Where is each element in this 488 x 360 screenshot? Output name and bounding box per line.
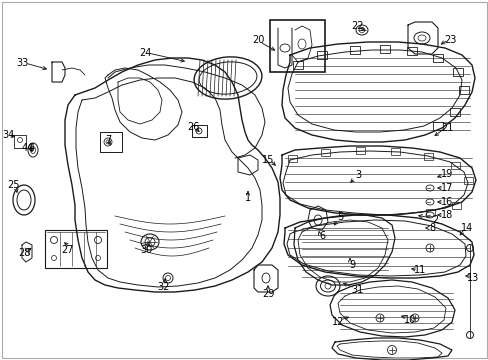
Text: 32: 32 xyxy=(157,282,169,292)
Text: 5: 5 xyxy=(336,212,343,222)
Bar xyxy=(320,149,329,156)
Text: 21: 21 xyxy=(440,123,452,133)
Text: 3: 3 xyxy=(354,170,360,180)
Bar xyxy=(192,125,206,137)
Text: 14: 14 xyxy=(460,223,472,233)
Text: 34: 34 xyxy=(2,130,14,140)
Bar xyxy=(269,20,325,72)
Bar xyxy=(292,61,303,69)
Text: 19: 19 xyxy=(440,169,452,179)
Text: 23: 23 xyxy=(443,35,455,45)
Bar xyxy=(406,47,416,55)
Text: 2: 2 xyxy=(431,215,437,225)
Bar xyxy=(45,230,107,268)
Bar xyxy=(452,68,462,76)
Bar xyxy=(458,86,468,94)
Text: 17: 17 xyxy=(440,183,452,193)
Text: 11: 11 xyxy=(413,265,425,275)
Bar xyxy=(423,153,432,160)
Bar xyxy=(451,202,460,209)
Text: 20: 20 xyxy=(251,35,264,45)
Bar xyxy=(287,155,296,162)
Text: 44: 44 xyxy=(22,143,34,153)
Text: 29: 29 xyxy=(261,289,274,299)
Text: 4: 4 xyxy=(29,143,35,153)
Text: 26: 26 xyxy=(186,122,199,132)
Text: 33: 33 xyxy=(16,58,28,68)
Text: 15: 15 xyxy=(261,155,274,165)
Text: 9: 9 xyxy=(348,260,354,270)
Text: 7: 7 xyxy=(104,135,111,145)
Bar xyxy=(349,46,359,54)
Text: 13: 13 xyxy=(466,273,478,283)
Text: 30: 30 xyxy=(140,245,152,255)
Text: 6: 6 xyxy=(318,231,325,241)
Bar xyxy=(100,132,122,152)
Text: 10: 10 xyxy=(403,315,415,325)
Text: 18: 18 xyxy=(440,210,452,220)
Bar xyxy=(425,209,434,216)
Text: 27: 27 xyxy=(61,245,74,255)
Text: 16: 16 xyxy=(440,197,452,207)
Bar xyxy=(355,147,364,154)
Text: 8: 8 xyxy=(428,223,434,233)
Bar xyxy=(432,122,442,130)
Bar xyxy=(463,177,472,184)
Bar xyxy=(432,54,442,62)
Text: 24: 24 xyxy=(139,48,151,58)
Text: 28: 28 xyxy=(18,248,30,258)
Text: 1: 1 xyxy=(244,193,250,203)
Text: 12: 12 xyxy=(331,317,344,327)
Text: 25: 25 xyxy=(8,180,20,190)
Text: 31: 31 xyxy=(350,285,363,295)
Text: 22: 22 xyxy=(351,21,364,31)
Bar xyxy=(450,162,459,169)
Bar xyxy=(390,148,399,155)
Bar xyxy=(316,51,326,59)
Bar xyxy=(379,45,389,53)
Bar xyxy=(449,108,459,116)
